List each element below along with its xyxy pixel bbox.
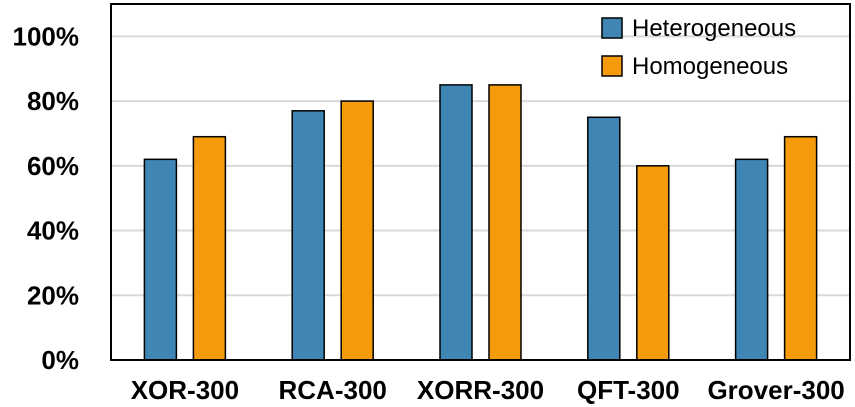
bar-heterogeneous-xor-300	[143, 158, 178, 361]
x-tick-label: QFT-300	[577, 375, 680, 405]
gridlines	[111, 35, 850, 297]
y-tick-label: 40%	[27, 216, 79, 246]
legend-swatch-heterogeneous	[601, 17, 623, 39]
x-tick-label: XOR-300	[131, 375, 239, 405]
x-tick-label: RCA-300	[279, 375, 387, 405]
y-tick-label: 100%	[13, 21, 80, 51]
x-tick-label: XORR-300	[417, 375, 544, 405]
bar-heterogeneous-xorr-300	[439, 84, 473, 361]
y-tick-label: 20%	[27, 280, 79, 310]
legend-label-homogeneous: Homogeneous	[632, 53, 788, 80]
y-tick-label: 60%	[27, 151, 79, 181]
x-axis-ticks: XOR-300 RCA-300 XORR-300 QFT-300 Grover-300	[131, 375, 845, 405]
bar-homogeneous-rca-300	[340, 100, 374, 361]
legend-swatch-homogeneous	[601, 55, 623, 77]
legend-label-heterogeneous: Heterogeneous	[632, 15, 796, 42]
bar-heterogeneous-grover-300	[734, 158, 769, 361]
bar-heterogeneous-rca-300	[291, 110, 325, 361]
bar-homogeneous-qft-300	[636, 165, 670, 361]
bar-heterogeneous-qft-300	[587, 116, 621, 361]
bar-homogeneous-grover-300	[783, 135, 818, 361]
y-tick-label: 80%	[27, 86, 79, 116]
bars	[143, 84, 818, 361]
y-axis-ticks: 0% 20% 40% 60% 80% 100%	[13, 21, 80, 375]
bar-homogeneous-xor-300	[192, 135, 227, 361]
x-tick-label: Grover-300	[707, 375, 844, 405]
plot-frame	[110, 3, 851, 361]
legend: Heterogeneous Homogeneous	[601, 15, 796, 80]
bar-homogeneous-xorr-300	[488, 84, 522, 361]
y-tick-label: 0%	[41, 345, 79, 375]
